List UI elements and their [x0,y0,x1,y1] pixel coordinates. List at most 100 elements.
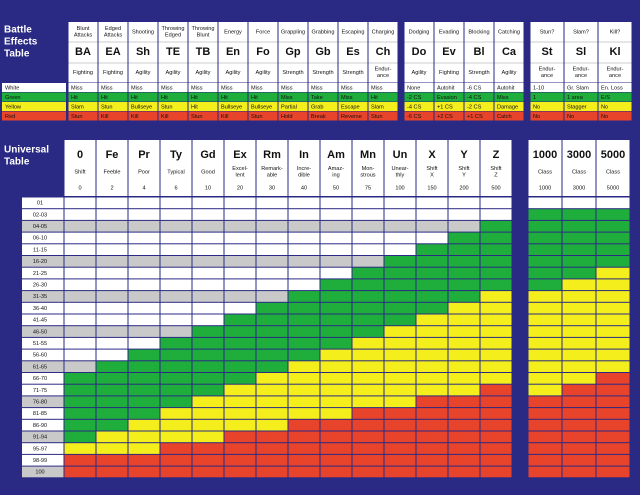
table-cell [320,373,352,384]
table-cell [320,302,352,314]
table-cell [596,267,630,279]
table-cell [528,291,562,302]
table-cell [352,209,384,220]
table-cell [320,291,352,302]
table-cell [288,373,320,384]
table-cell [256,419,288,431]
result-text: Hit [371,95,378,101]
header-cell [528,140,562,196]
table-cell [192,326,224,337]
result-cell [368,102,398,111]
table-cell [288,267,320,279]
table-cell [448,302,480,314]
table-cell [64,361,96,372]
result-cell [68,92,98,102]
table-cell [352,291,384,302]
result-cell [128,83,158,92]
table-cell [528,209,562,220]
table-cell [596,256,630,267]
table-cell [256,349,288,361]
table-cell [384,244,416,255]
table-cell [256,302,288,314]
table-cell [288,349,320,361]
result-cell [530,102,564,111]
column-ability: Strength [282,70,303,76]
battle-title: Effects [4,37,38,48]
table-cell [416,244,448,255]
table-cell [160,302,192,314]
column-name: Poor [138,169,150,175]
row-label-cell [22,326,64,337]
table-cell [596,466,630,478]
result-text: Miss [101,85,113,91]
column-name: Attacks [74,33,93,39]
row-label: 04-05 [33,224,47,230]
table-cell [480,443,512,454]
result-cell [368,111,398,121]
result-cell [434,102,464,111]
result-text: Miss [221,85,233,91]
header-cell [160,140,192,196]
table-cell [288,443,320,454]
row-label-cell [22,337,64,349]
column-abbr: Ex [233,149,247,161]
table-cell [128,384,160,396]
table-cell [288,256,320,267]
table-cell [562,408,596,419]
result-cell [404,102,434,111]
table-cell [96,396,128,408]
table-cell [528,220,562,232]
result-cell [404,83,434,92]
result-text: Stagger [567,104,587,110]
row-label-cell [2,92,66,102]
table-cell [384,209,416,220]
result-cell [368,83,398,92]
table-cell [192,396,224,408]
result-text: Bullseye [251,104,272,110]
table-cell [596,232,630,244]
column-name: Shift [426,166,438,172]
table-cell [288,384,320,396]
table-cell [288,220,320,232]
header-cell [288,140,320,196]
column-name: Mon- [362,166,375,172]
header-cell [188,22,218,83]
column-name: Class [538,169,552,175]
table-cell [128,396,160,408]
result-cell [598,92,632,102]
column-name: Shift [74,169,86,175]
header-cell [494,22,524,83]
row-label: 02-03 [33,212,47,218]
result-cell [530,83,564,92]
table-cell [192,279,224,291]
column-abbr: Gb [315,46,331,58]
row-label: 81-85 [33,411,47,417]
result-cell [248,111,278,121]
table-cell [384,373,416,384]
result-cell [98,111,128,121]
result-cell [218,83,248,92]
table-cell [480,431,512,443]
header-cell [404,22,434,83]
row-label: White [5,85,19,91]
result-cell [98,83,128,92]
column-abbr: 3000 [567,149,591,161]
result-text: No [567,114,574,120]
table-cell [224,232,256,244]
column-abbr: 0 [77,149,83,161]
header-cell [98,22,128,83]
table-cell [320,454,352,466]
header-cell [464,22,494,83]
table-cell [384,302,416,314]
table-cell [96,197,128,209]
table-cell [192,466,224,478]
result-cell [494,83,524,92]
header-cell [64,140,96,196]
result-cell [338,83,368,92]
table-cell [320,279,352,291]
result-text: -4 CS [407,104,422,110]
column-ability: Endur- [539,67,556,73]
result-cell [464,111,494,121]
row-label-cell [22,443,64,454]
table-cell [128,454,160,466]
